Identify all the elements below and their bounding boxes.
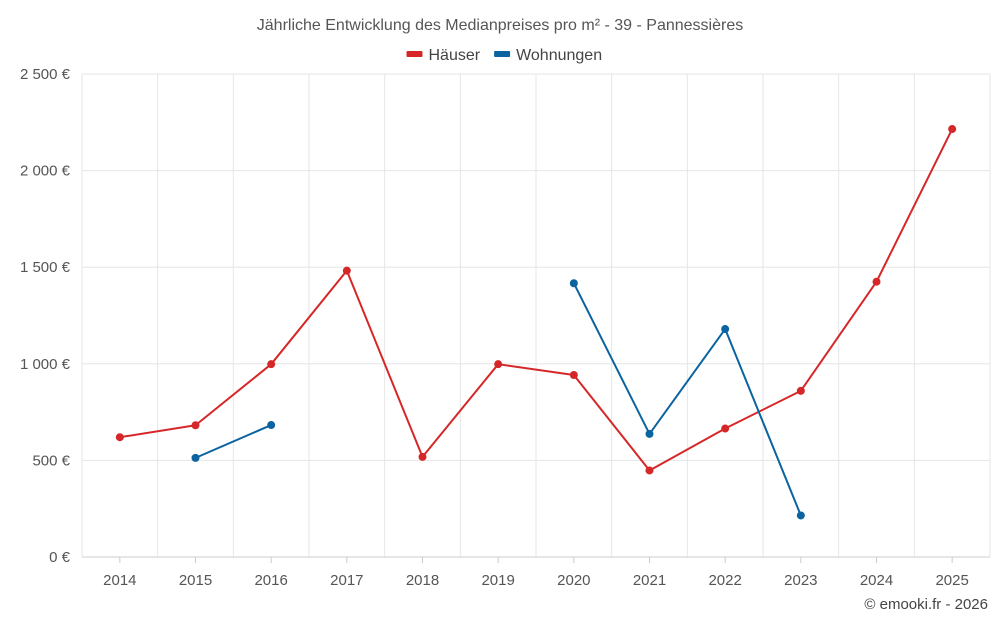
y-tick-label: 2 000 € — [20, 163, 71, 180]
x-tick-label: 2023 — [784, 572, 817, 589]
data-point — [191, 453, 200, 462]
data-point — [267, 421, 276, 430]
data-point — [796, 511, 805, 520]
legend: Häuser Wohnungen — [406, 47, 602, 64]
x-tick-label: 2024 — [860, 572, 893, 589]
legend-label: Wohnungen — [516, 47, 602, 64]
x-tick-label: 2017 — [330, 572, 363, 589]
data-point — [796, 386, 805, 395]
vertical-gridlines — [81, 74, 991, 557]
y-tick-label: 500 € — [32, 452, 70, 469]
x-tick-label: 2014 — [103, 572, 136, 589]
horizontal-gridlines — [82, 73, 990, 558]
data-point — [948, 125, 957, 134]
x-tick-label: 2020 — [557, 572, 590, 589]
data-point — [569, 371, 578, 380]
series-group — [115, 125, 957, 520]
series-wohnungen — [191, 279, 805, 520]
data-point — [569, 279, 578, 288]
legend-swatch — [406, 51, 423, 57]
x-tick-label: 2022 — [708, 572, 741, 589]
data-point — [342, 266, 351, 275]
data-point — [721, 325, 730, 334]
series-h-user — [115, 125, 957, 475]
data-point — [721, 424, 730, 433]
data-point — [494, 360, 503, 369]
data-point — [267, 360, 276, 369]
x-tick-label: 2018 — [406, 572, 439, 589]
data-point — [645, 429, 654, 438]
y-axis-ticks: 0 € 500 € 1 000 € 1 500 € 2 000 € 2 500 € — [20, 66, 71, 566]
data-point — [418, 452, 427, 461]
y-tick-label: 1 500 € — [20, 259, 71, 276]
legend-item-h-user: Häuser — [406, 47, 481, 64]
x-axis-ticks: 2014 2015 2016 2017 2018 2019 2020 2021 2022 2023… — [103, 557, 969, 589]
legend-label: Häuser — [429, 47, 481, 64]
series-line — [572, 282, 802, 516]
series-line — [119, 128, 954, 472]
x-tick-label: 2025 — [935, 572, 968, 589]
credit-text: © emooki.fr - 2026 — [864, 596, 988, 613]
data-point — [191, 421, 200, 430]
data-point — [872, 277, 881, 286]
y-tick-label: 1 000 € — [20, 356, 71, 373]
legend-item-wohnungen: Wohnungen — [494, 47, 602, 64]
x-tick-label: 2021 — [633, 572, 666, 589]
x-tick-label: 2015 — [179, 572, 212, 589]
y-tick-label: 0 € — [49, 549, 71, 566]
legend-swatch — [494, 51, 511, 57]
y-tick-label: 2 500 € — [20, 66, 71, 83]
chart-title: Jährliche Entwicklung des Medianpreises … — [257, 17, 743, 34]
x-tick-label: 2016 — [254, 572, 287, 589]
x-tick-label: 2019 — [481, 572, 514, 589]
data-point — [115, 433, 124, 442]
data-point — [645, 466, 654, 475]
series-line — [195, 424, 272, 459]
